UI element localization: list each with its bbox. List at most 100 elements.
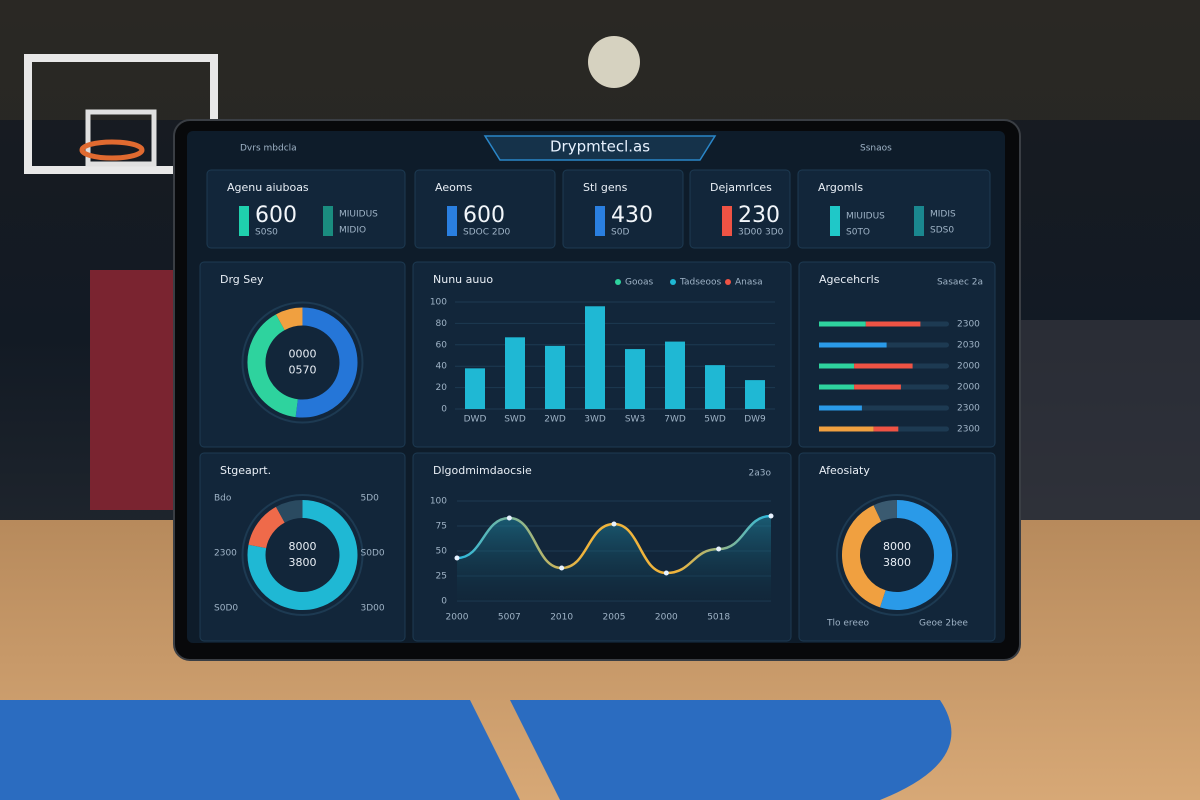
kpi-value: 600	[463, 203, 505, 228]
legend-swatch	[725, 279, 731, 285]
progress-segment	[854, 363, 913, 369]
y-tick-label: 100	[430, 497, 447, 507]
donut-center-label: 3800	[289, 556, 317, 569]
donut-segment	[880, 500, 952, 610]
bar	[505, 337, 525, 409]
kpi-extra: MIUIDUS	[339, 210, 378, 220]
kpi-accent	[447, 206, 457, 236]
donut-label: S0D0	[361, 549, 385, 559]
header-right[interactable]: Ssnaos	[860, 144, 892, 154]
kpi-sub: 3D00 3D0	[738, 228, 784, 238]
line-point	[454, 555, 460, 561]
panel	[562, 169, 684, 249]
panel-title: Agecehcrls	[819, 273, 880, 286]
x-tick-label: DW9	[744, 415, 766, 425]
y-tick-label: 50	[436, 547, 448, 557]
kpi-sub: S0S0	[255, 228, 278, 238]
y-tick-label: 25	[436, 572, 447, 582]
kpi-value: 430	[611, 203, 653, 228]
kpi-extra-sub: MIDIO	[339, 226, 366, 236]
donut-track	[836, 494, 958, 616]
progress-label: 2030	[957, 341, 980, 351]
progress-label: 2300	[957, 404, 980, 414]
hoop	[79, 139, 145, 161]
bar	[705, 365, 725, 409]
x-tick-label: 2000	[446, 613, 469, 623]
progress-segment	[819, 363, 855, 369]
kpi-label: Dejamrlces	[710, 181, 772, 194]
donut-segment	[248, 506, 286, 549]
y-tick-label: 80	[436, 319, 448, 329]
donut-label: 2300	[214, 549, 237, 559]
court-paint-left	[0, 700, 520, 800]
progress-label: 2000	[957, 362, 980, 372]
line-point	[611, 521, 617, 527]
x-tick-label: 2WD	[544, 415, 566, 425]
legend-item: Tadseoos	[679, 278, 721, 288]
progress-label: 2300	[957, 425, 980, 435]
legend-swatch	[615, 279, 621, 285]
legend-item: Gooas	[625, 278, 654, 288]
kpi-accent	[323, 206, 333, 236]
court-paint-right	[510, 700, 952, 800]
x-tick-label: 3WD	[584, 415, 606, 425]
x-tick-label: 2010	[550, 613, 573, 623]
kpi-accent	[722, 206, 732, 236]
donut-segment	[275, 307, 303, 331]
title-tab	[483, 135, 717, 161]
y-tick-label: 100	[430, 298, 447, 308]
panel	[798, 452, 996, 642]
legend-item: Geoe 2bee	[919, 619, 968, 629]
line-point	[716, 546, 722, 552]
y-tick-label: 0	[441, 597, 447, 607]
progress-segment	[865, 321, 921, 327]
line-point	[559, 565, 565, 571]
bar	[745, 380, 765, 409]
legend-item: Sasaec 2a	[937, 278, 983, 288]
y-tick-label: 40	[436, 362, 448, 372]
donut-label: S0D0	[214, 604, 238, 614]
backboard	[24, 54, 218, 174]
panel	[797, 169, 991, 249]
kpi-value: 230	[738, 203, 780, 228]
donut-center-label: 3800	[883, 556, 911, 569]
legend-item: Anasa	[735, 278, 763, 288]
donut-segment	[842, 505, 886, 608]
donut-segment	[275, 500, 303, 523]
line-point	[506, 515, 512, 521]
bar	[465, 368, 485, 409]
x-tick-label: 2000	[655, 613, 678, 623]
y-tick-label: 20	[436, 383, 448, 393]
kpi-extra: MIDIS	[930, 210, 956, 220]
panel	[798, 261, 996, 448]
dashboard: Agenu aiuboas600S0S0MIUIDUSMIDIOAeoms600…	[199, 169, 996, 642]
kpi-accent	[830, 206, 840, 236]
progress-segment	[819, 384, 855, 390]
kpi-value: 600	[255, 203, 297, 228]
x-tick-label: 2005	[603, 613, 626, 623]
kpi-label: Agenu aiuboas	[227, 181, 309, 194]
kpi-label: Aeoms	[435, 181, 473, 194]
crowd	[1020, 320, 1200, 520]
panel-title: Dlgodmimdaocsie	[433, 464, 532, 477]
progress-label: 2000	[957, 383, 980, 393]
donut-center-label: 0000	[289, 348, 317, 361]
bar	[585, 306, 605, 409]
hoop-stand	[90, 270, 175, 510]
kpi-value: MIUIDUS	[846, 212, 885, 222]
kpi-label: Stl gens	[583, 181, 628, 194]
y-tick-label: 60	[436, 340, 448, 350]
donut-center-label: 8000	[883, 540, 911, 553]
line-point	[768, 513, 774, 519]
ceiling-light	[588, 36, 640, 88]
dashboard-title: Drypmtecl.as	[550, 138, 650, 156]
x-tick-label: SWD	[504, 415, 526, 425]
kpi-accent	[239, 206, 249, 236]
donut-segment	[247, 500, 358, 610]
donut-label: 3D00	[361, 604, 385, 614]
progress-segment	[819, 426, 874, 432]
y-tick-label: 0	[441, 405, 447, 415]
kpi-extra-sub: SDS0	[930, 226, 954, 236]
progress-segment	[854, 384, 901, 390]
x-tick-label: 5018	[707, 613, 730, 623]
